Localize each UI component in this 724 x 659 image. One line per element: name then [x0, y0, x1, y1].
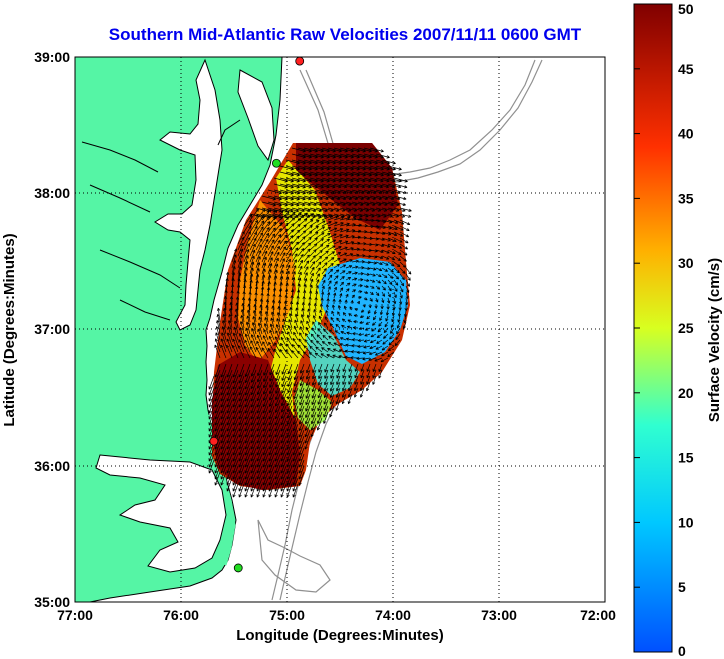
field-green-edge: [294, 380, 332, 430]
colorbar-tick-label: 40: [678, 126, 694, 142]
tributary-rivers: [81, 119, 241, 321]
y-axis-label: Latitude (Degrees:Minutes): [1, 233, 18, 426]
grid-lines: [75, 57, 605, 602]
colorbar-tick-label: 50: [678, 1, 694, 17]
y-tick-labels: 39:00 38:00 37:00 36:00 35:00: [34, 49, 70, 610]
colorbar-label: Surface Velocity (cm/s): [706, 258, 723, 422]
field-orange-band: [238, 200, 296, 362]
map-title: Southern Mid-Atlantic Raw Velocities 200…: [109, 25, 582, 44]
colorbar-tick-label: 45: [678, 61, 694, 77]
x-tick-label: 77:00: [57, 607, 93, 623]
pamlico-sound: [95, 454, 227, 573]
chesapeake-bay: [154, 58, 223, 331]
colorbar-tick-label: 15: [678, 450, 694, 466]
x-tick-labels: 77:00 76:00 75:00 74:00 73:00 72:00: [57, 607, 616, 623]
delaware-bay: [237, 69, 275, 162]
colorbar-tick-label: 35: [678, 190, 694, 206]
colorbar-ramp: [633, 3, 673, 653]
field-dark-north: [296, 143, 398, 230]
north-station-marker: [295, 57, 305, 66]
plot-frame: [74, 56, 606, 603]
x-tick-label: 76:00: [163, 607, 199, 623]
y-tick-label: 38:00: [34, 185, 70, 201]
cape-henlopen-station-marker: [271, 158, 281, 168]
colorbar-tick-label: 10: [678, 514, 694, 530]
x-axis-label: Longitude (Degrees:Minutes): [236, 627, 444, 644]
colorbar-tick-label: 30: [678, 255, 694, 271]
x-tick-label: 73:00: [481, 607, 517, 623]
colorbar-tick-label: 5: [678, 579, 686, 595]
field-yellow-band: [262, 160, 340, 448]
x-tick-label: 72:00: [580, 607, 616, 623]
y-tick-label: 36:00: [34, 458, 70, 474]
x-tick-label: 74:00: [375, 607, 411, 623]
velocity-arrow-set: [208, 147, 412, 498]
colorbar-tick-label: 25: [678, 320, 694, 336]
colorbar-tick-label: 0: [678, 643, 686, 659]
y-tick-label: 37:00: [34, 321, 70, 337]
y-tick-label: 35:00: [34, 594, 70, 610]
hatteras-station-marker: [233, 563, 243, 573]
velocity-arrows: [208, 147, 412, 498]
colorbar-tick-label: 20: [678, 385, 694, 401]
map-area: [75, 57, 605, 602]
y-tick-label: 39:00: [34, 49, 70, 65]
cape-henry-station-marker: [209, 436, 219, 446]
x-tick-label: 75:00: [269, 607, 305, 623]
